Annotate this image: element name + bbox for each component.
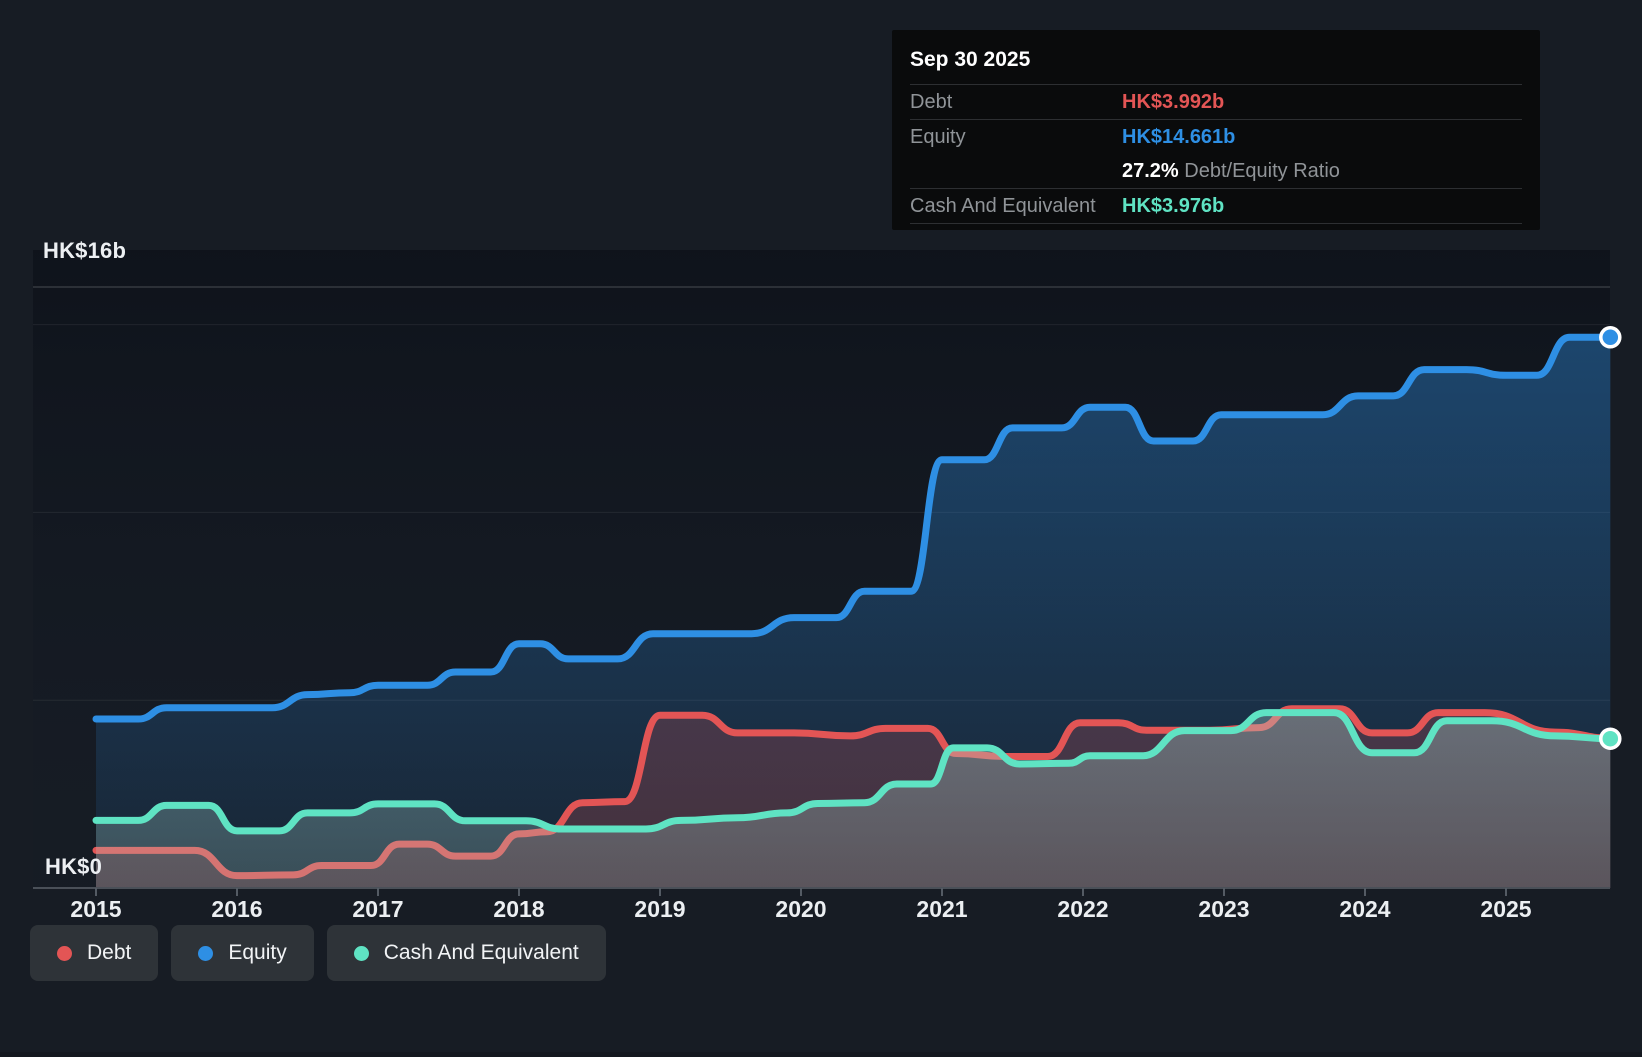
x-axis-label-2022: 2022 [1057, 896, 1109, 922]
tooltip-debt-label: Debt [910, 90, 953, 113]
tooltip-debt-value: HK$3.992b [1122, 90, 1225, 113]
tooltip-row-ratio: 27.2% Debt/Equity Ratio [910, 154, 1522, 188]
tooltip-row-equity: Equity HK$14.661b [910, 120, 1522, 154]
divider [910, 223, 1522, 224]
tooltip-date: Sep 30 2025 [910, 48, 1031, 71]
legend-chip-equity[interactable]: Equity [171, 925, 314, 981]
ratio-label: Debt/Equity Ratio [1178, 159, 1340, 182]
divider [910, 119, 1522, 120]
tooltip-row-debt: Debt HK$3.992b [910, 85, 1522, 119]
debt-legend-dot-icon [57, 945, 72, 961]
x-axis-label-2023: 2023 [1198, 896, 1250, 922]
divider [910, 188, 1522, 189]
x-axis-label-2024: 2024 [1339, 896, 1391, 922]
tooltip-equity-value: HK$14.661b [1122, 125, 1236, 148]
x-axis-label-2018: 2018 [493, 896, 545, 922]
x-axis-label-2016: 2016 [211, 896, 263, 922]
legend-label: Debt [87, 941, 132, 964]
legend-chip-debt[interactable]: Debt [30, 925, 159, 981]
equity-current-marker [1599, 326, 1622, 349]
ratio-number: 27.2% [1122, 159, 1179, 182]
cash-line [92, 709, 1614, 835]
tooltip-cash-value: HK$3.976b [1122, 194, 1225, 217]
tooltip-equity-label: Equity [910, 125, 966, 148]
legend-chip-cash[interactable]: Cash And Equivalent [326, 925, 606, 981]
tooltip-ratio-value: 27.2% Debt/Equity Ratio [1122, 160, 1340, 183]
tooltip-row-cash: Cash And Equivalent HK$3.976b [910, 189, 1522, 223]
legend-label: Cash And Equivalent [383, 941, 579, 964]
x-axis-label-2020: 2020 [775, 896, 827, 922]
x-axis-label-2017: 2017 [352, 896, 404, 922]
cash-current-marker [1599, 727, 1622, 750]
legend: Debt Equity Cash And Equivalent [30, 925, 606, 981]
y-axis-label-zero: HK$0 [45, 854, 103, 879]
equity-line [92, 333, 1614, 723]
legend-label: Equity [228, 941, 287, 964]
cash-legend-dot-icon [353, 945, 369, 961]
x-axis-label-2021: 2021 [916, 896, 968, 922]
cash-area [96, 712, 1611, 888]
y-axis-label-top: HK$16b [43, 238, 127, 263]
tooltip: Sep 30 2025 Debt HK$3.992b Equity HK$14.… [892, 30, 1540, 230]
divider [910, 84, 1522, 85]
x-axis-label-2019: 2019 [634, 896, 686, 922]
equity-legend-dot-icon [198, 945, 214, 961]
tooltip-cash-label: Cash And Equivalent [910, 194, 1096, 217]
x-axis-label-2015: 2015 [70, 896, 122, 922]
x-axis-label-2025: 2025 [1480, 896, 1532, 922]
